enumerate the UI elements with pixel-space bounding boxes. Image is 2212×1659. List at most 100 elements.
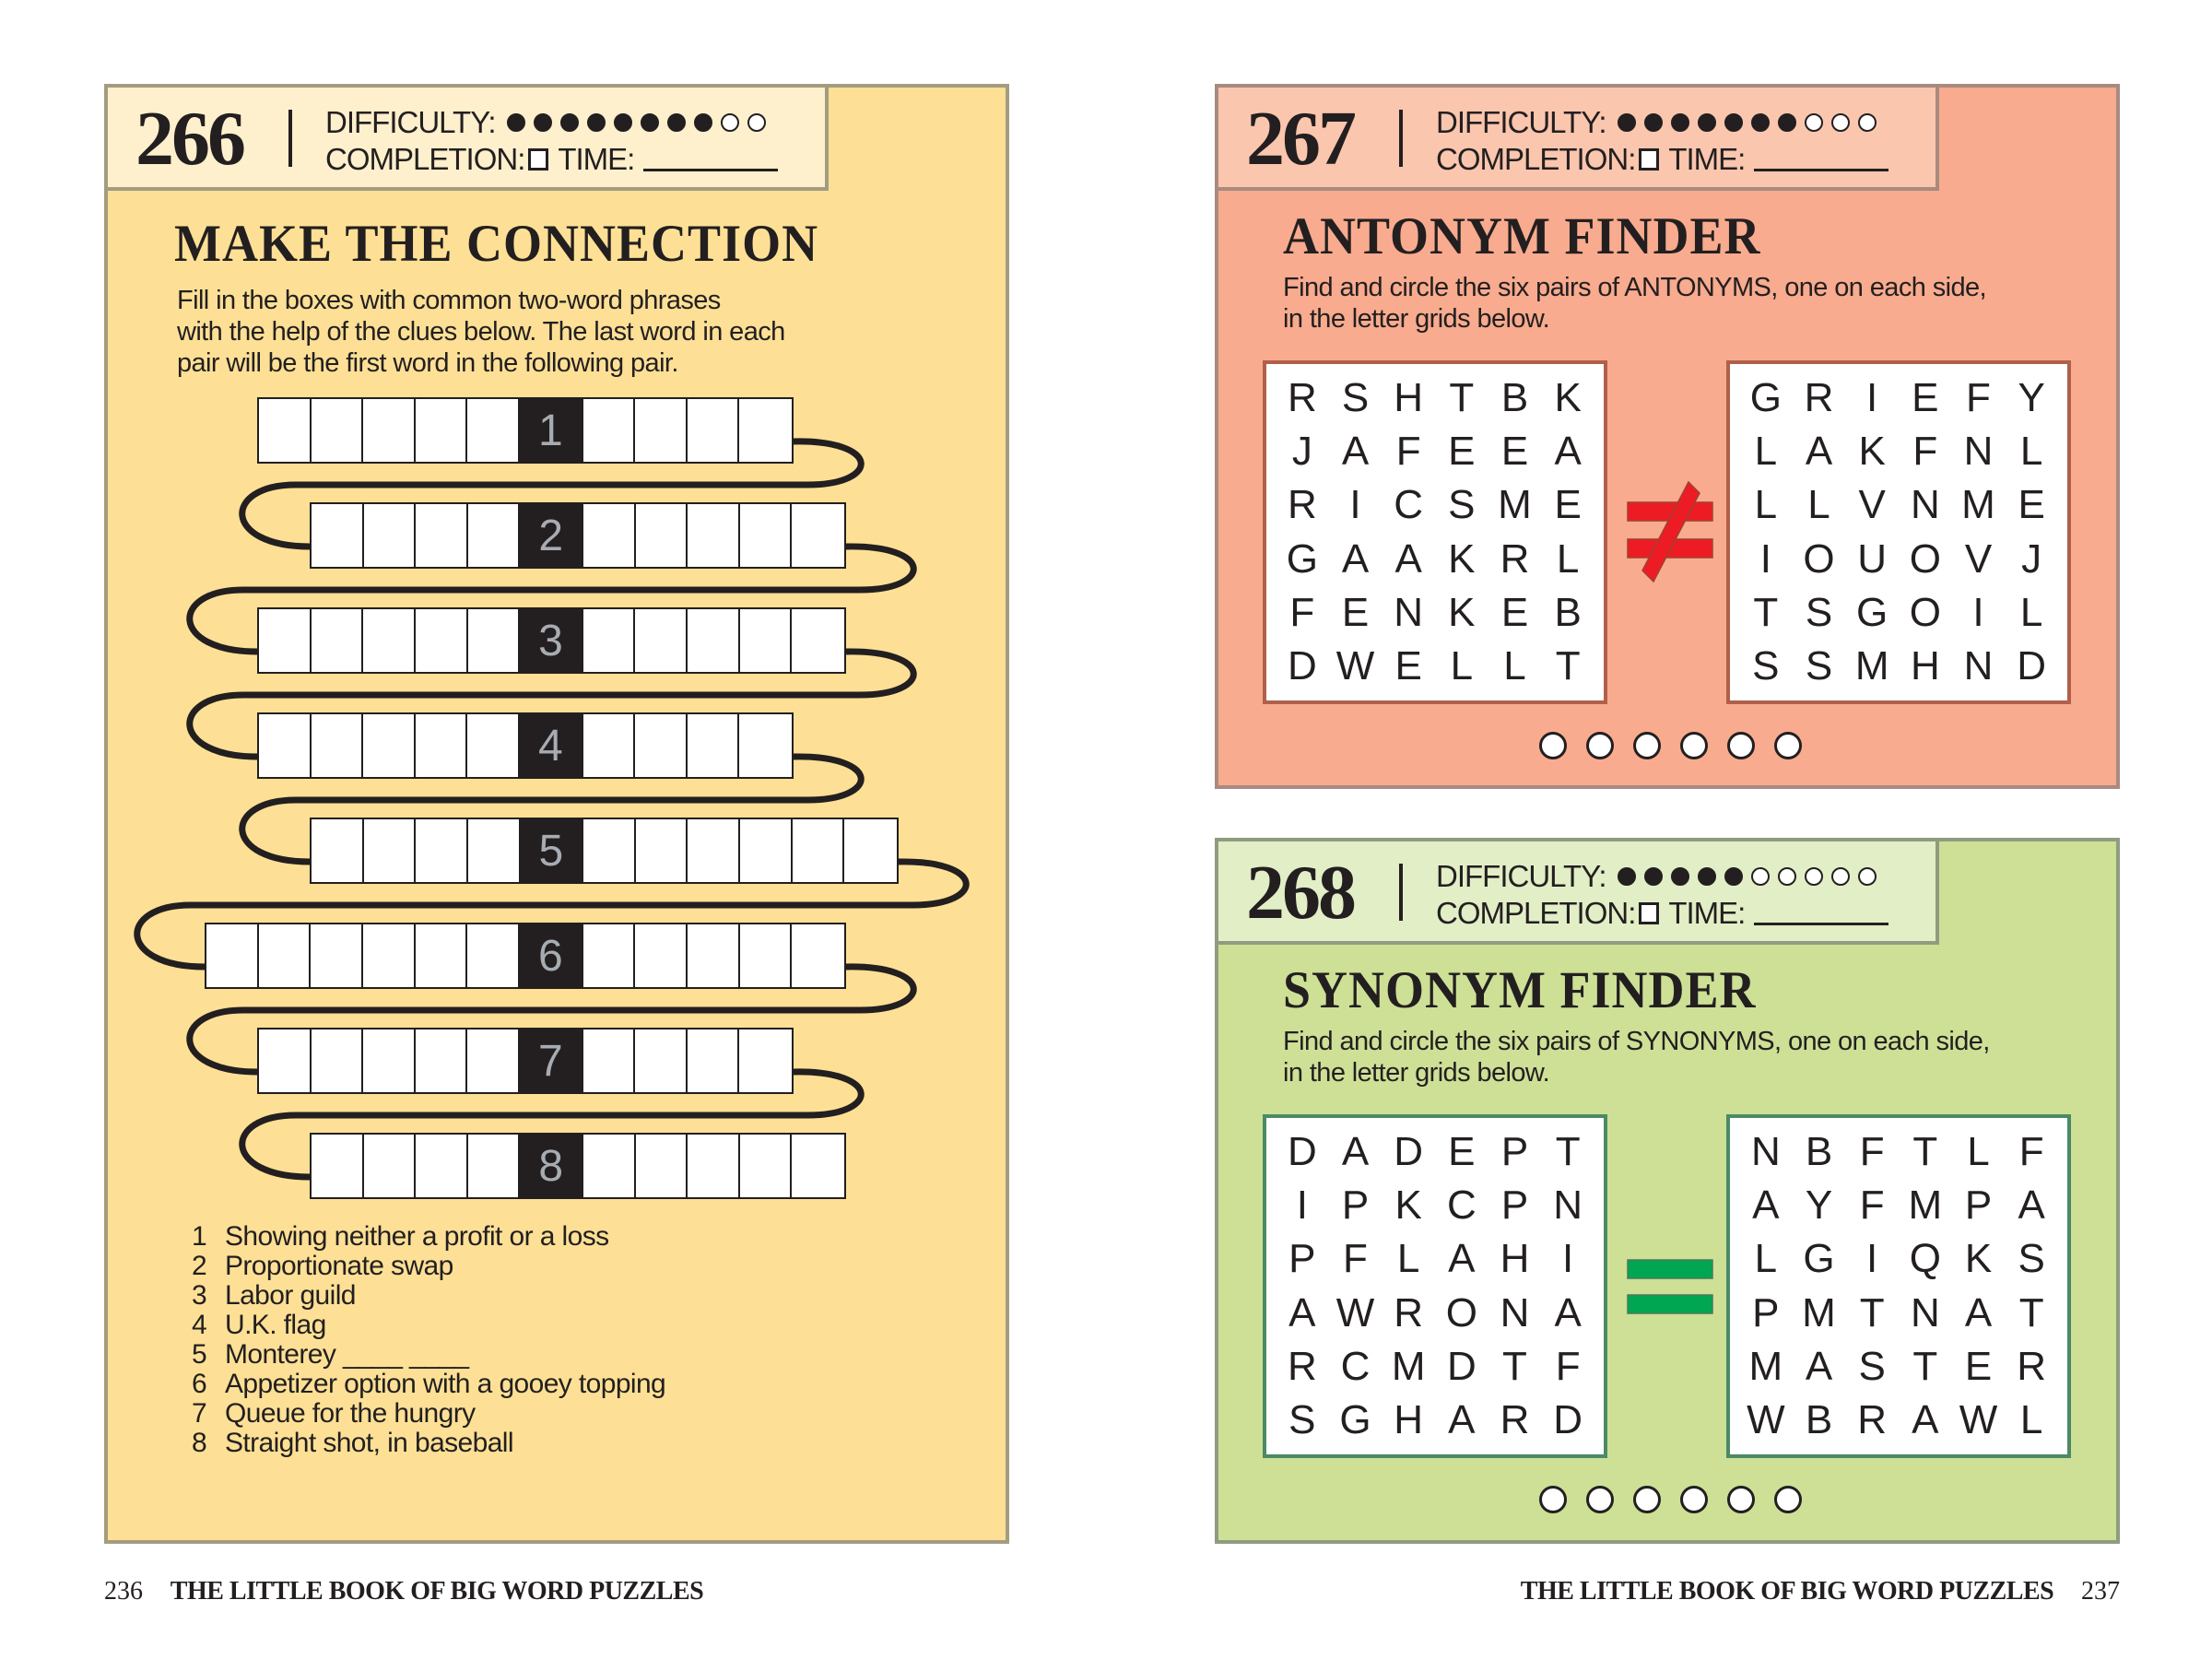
grid-letter[interactable]: B (1500, 375, 1529, 421)
grid-letter[interactable]: G (1856, 589, 1888, 635)
grid-letter[interactable]: Y (2018, 375, 2045, 421)
grid-letter[interactable]: L (1807, 482, 1830, 528)
grid-letter[interactable]: C (1446, 1182, 1477, 1229)
answer-circle[interactable] (1727, 1486, 1755, 1513)
grid-letter[interactable]: M (1748, 1343, 1783, 1389)
letter-box[interactable] (583, 819, 636, 882)
grid-letter[interactable]: S (1341, 375, 1370, 421)
grid-letter[interactable]: N (1750, 1129, 1781, 1175)
letter-box[interactable] (415, 609, 468, 672)
letter-box[interactable] (363, 924, 416, 987)
grid-letter[interactable]: R (1857, 1396, 1888, 1442)
letter-box[interactable] (259, 399, 312, 462)
letter-box[interactable] (415, 714, 468, 777)
grid-letter[interactable]: V (1858, 482, 1886, 528)
letter-box[interactable] (688, 609, 740, 672)
grid-letter[interactable]: L (1450, 642, 1474, 688)
grid-letter[interactable]: I (1866, 375, 1878, 421)
letter-box[interactable] (792, 504, 844, 567)
grid-letter[interactable]: T (2018, 1289, 2044, 1335)
grid-letter[interactable]: P (1964, 1182, 1993, 1229)
grid-letter[interactable]: E (1500, 589, 1529, 635)
grid-letter[interactable]: V (1964, 535, 1993, 582)
grid-letter[interactable]: P (1288, 1236, 1316, 1282)
grid-letter[interactable]: A (1805, 429, 1833, 475)
grid-letter[interactable]: A (1341, 1129, 1370, 1175)
grid-letter[interactable]: F (1395, 429, 1421, 475)
letter-box[interactable] (363, 1030, 416, 1092)
grid-letter[interactable]: W (1335, 642, 1375, 688)
letter-box[interactable] (687, 924, 740, 987)
grid-letter[interactable]: K (1448, 589, 1476, 635)
letter-box[interactable] (415, 1030, 468, 1092)
grid-letter[interactable]: P (1752, 1289, 1780, 1335)
answer-circle[interactable] (1539, 1486, 1567, 1513)
letter-box[interactable] (258, 924, 312, 987)
grid-letter[interactable]: M (1908, 1182, 1943, 1229)
letter-box[interactable] (206, 924, 259, 987)
grid-letter[interactable]: L (1754, 482, 1778, 528)
grid-letter[interactable]: K (1964, 1236, 1993, 1282)
answer-circle[interactable] (1633, 732, 1661, 759)
letter-box[interactable] (635, 714, 688, 777)
letter-box[interactable] (259, 714, 312, 777)
answer-circle[interactable] (1774, 1486, 1802, 1513)
grid-letter[interactable]: T (1753, 589, 1779, 635)
letter-box[interactable] (415, 399, 468, 462)
time-field[interactable] (1754, 902, 1889, 925)
letter-box[interactable] (739, 714, 792, 777)
letter-box[interactable] (635, 399, 688, 462)
completion-checkbox[interactable] (1639, 902, 1660, 924)
grid-letter[interactable]: S (1752, 642, 1780, 688)
letter-box[interactable] (416, 819, 468, 882)
grid-letter[interactable]: P (1500, 1182, 1529, 1229)
grid-letter[interactable]: E (1448, 1129, 1476, 1175)
grid-letter[interactable]: K (1858, 429, 1886, 475)
letter-box[interactable] (363, 1135, 417, 1197)
grid-letter[interactable]: C (1394, 482, 1424, 528)
grid-letter[interactable]: G (1339, 1396, 1371, 1442)
grid-letter[interactable]: O (1909, 589, 1941, 635)
grid-letter[interactable]: R (1287, 1343, 1317, 1389)
grid-letter[interactable]: O (1803, 535, 1835, 582)
completion-checkbox[interactable] (1639, 148, 1660, 171)
grid-letter[interactable]: T (1555, 642, 1581, 688)
letter-box[interactable] (792, 819, 845, 882)
grid-letter[interactable]: E (1500, 429, 1529, 475)
letter-box[interactable] (311, 609, 364, 672)
letter-box[interactable] (688, 504, 740, 567)
grid-letter[interactable]: D (1394, 1129, 1424, 1175)
grid-letter[interactable]: E (2018, 482, 2045, 528)
grid-letter[interactable]: F (1289, 589, 1315, 635)
letter-box[interactable] (635, 924, 688, 987)
grid-letter[interactable]: L (1556, 535, 1580, 582)
grid-letter[interactable]: M (1802, 1289, 1836, 1335)
letter-box[interactable] (363, 819, 417, 882)
letter-box[interactable] (635, 609, 688, 672)
letter-box[interactable] (635, 819, 688, 882)
grid-letter[interactable]: T (1449, 375, 1475, 421)
letter-box[interactable] (582, 399, 636, 462)
grid-letter[interactable]: B (1554, 589, 1582, 635)
letter-box[interactable] (792, 609, 844, 672)
grid-letter[interactable]: A (1341, 429, 1370, 475)
letter-box[interactable] (582, 504, 636, 567)
grid-letter[interactable]: F (1966, 375, 1991, 421)
grid-letter[interactable]: W (1959, 1396, 1998, 1442)
time-field[interactable] (1754, 148, 1889, 171)
grid-letter[interactable]: R (1500, 1396, 1530, 1442)
grid-letter[interactable]: Q (1909, 1236, 1941, 1282)
grid-letter[interactable]: T (1502, 1343, 1527, 1389)
letter-box[interactable] (792, 924, 844, 987)
answer-circle[interactable] (1539, 732, 1567, 759)
grid-letter[interactable]: L (2019, 429, 2043, 475)
letter-box[interactable] (740, 819, 793, 882)
grid-letter[interactable]: A (1912, 1396, 1939, 1442)
grid-letter[interactable]: E (1341, 589, 1370, 635)
letter-box[interactable] (582, 924, 636, 987)
grid-letter[interactable]: O (1909, 535, 1941, 582)
grid-letter[interactable]: D (1287, 642, 1317, 688)
grid-letter[interactable]: A (1805, 1343, 1833, 1389)
letter-box[interactable] (739, 504, 793, 567)
grid-letter[interactable]: C (1340, 1343, 1371, 1389)
